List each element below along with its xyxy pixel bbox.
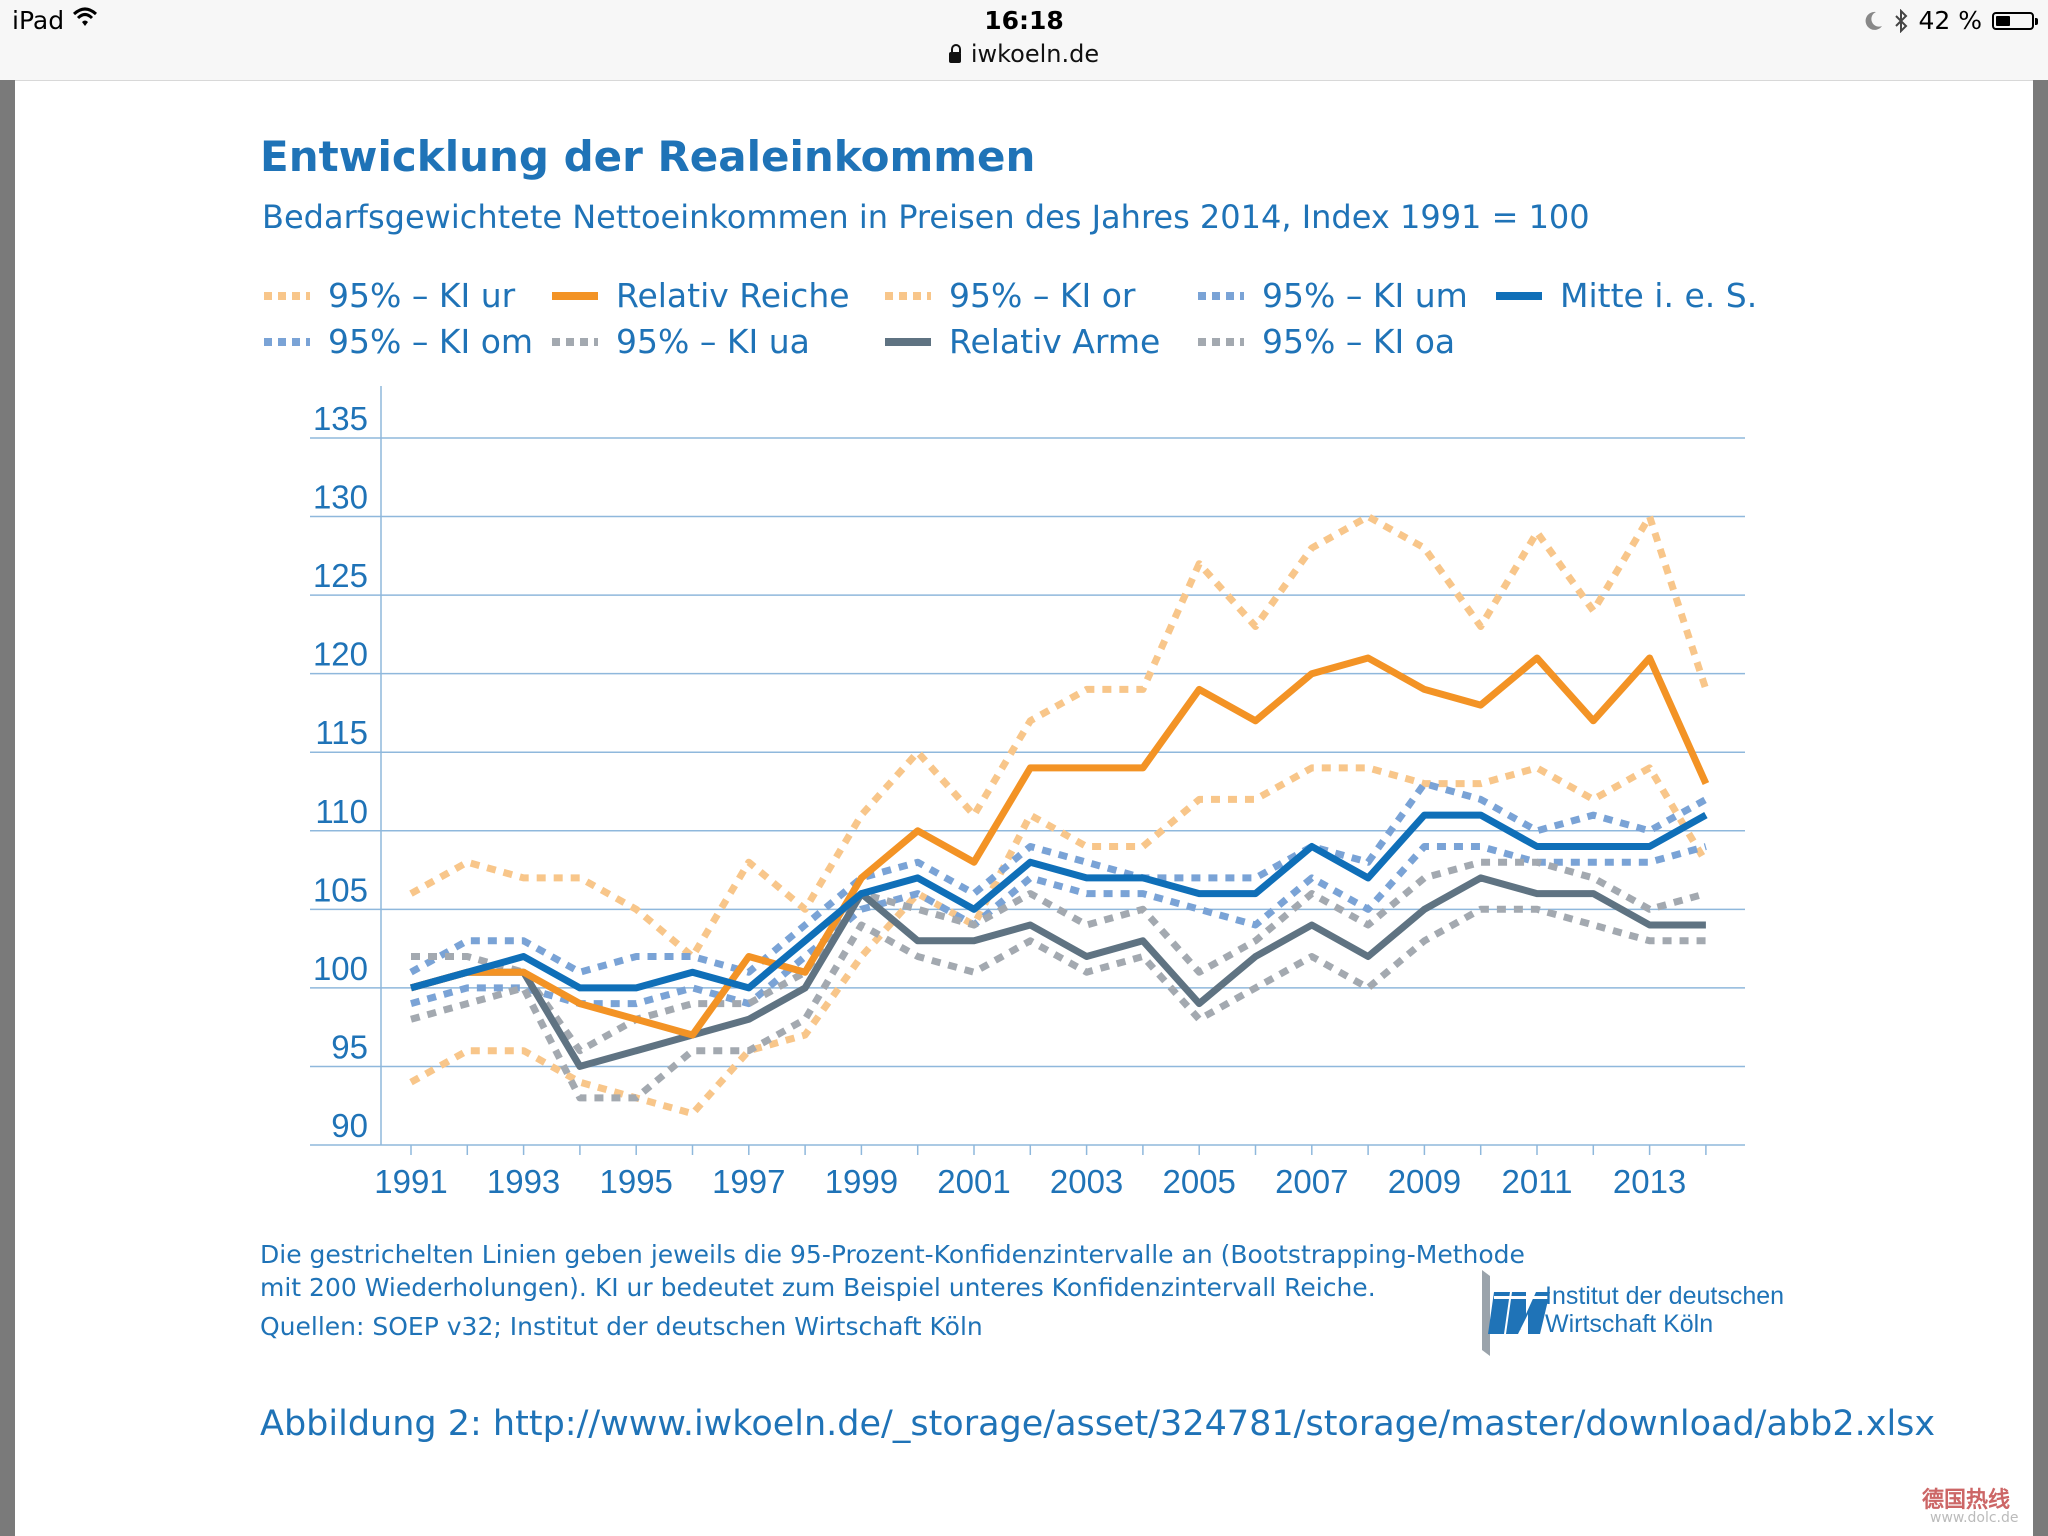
legend-label: Mitte i. e. S.	[1560, 276, 1758, 315]
legend-swatch	[885, 291, 931, 300]
series-line-95-ki-oa	[411, 858, 1707, 1055]
grid	[310, 386, 1745, 1155]
x-tick-label: 2009	[1388, 1163, 1461, 1200]
x-tick-label: 2005	[1162, 1163, 1235, 1200]
legend-swatch	[1198, 291, 1244, 300]
x-tick-label: 1991	[374, 1163, 447, 1200]
series-line-95-ki-ua	[410, 905, 1706, 1102]
legend-swatch	[264, 291, 310, 300]
bluetooth-icon	[1895, 8, 1908, 33]
left-frame-edge	[0, 80, 15, 1536]
legend-swatch	[1198, 337, 1244, 346]
legend-item: 95% – KI om	[262, 322, 533, 361]
logo-mark-text: iW	[1520, 1329, 1521, 1331]
y-tick-label: 100	[313, 950, 368, 987]
series-line-mitte-i-e-s-	[410, 811, 1708, 992]
x-tick-label: 2003	[1050, 1163, 1123, 1200]
y-tick-label: 105	[313, 871, 368, 908]
chart-subtitle: Bedarfsgewichtete Nettoeinkommen in Prei…	[262, 198, 1590, 236]
x-tick-label: 1997	[712, 1163, 785, 1200]
legend-item: Mitte i. e. S.	[1494, 276, 1757, 315]
battery-icon	[1992, 11, 2038, 30]
y-tick-label: 115	[315, 714, 368, 751]
clock: 16:18	[984, 6, 1064, 35]
legend-label: 95% – KI ur	[328, 276, 516, 315]
y-tick-label: 95	[331, 1028, 368, 1065]
legend-label: 95% – KI om	[328, 322, 534, 361]
legend-item: 95% – KI oa	[1196, 322, 1455, 361]
watermark: 德国热线	[1922, 1488, 2011, 1513]
legend-swatch	[552, 291, 598, 300]
logo-text: Institut der deutschen Wirtschaft Köln	[1545, 1282, 1784, 1338]
lock-icon	[948, 44, 961, 63]
legend-item: 95% – KI ur	[262, 276, 515, 315]
series-line-95-ki-ur	[409, 764, 1709, 1118]
legend-label: 95% – KI or	[949, 276, 1136, 315]
x-tick-label: 1995	[599, 1163, 672, 1200]
right-frame-edge	[2033, 80, 2048, 1536]
wifi-icon	[72, 6, 98, 32]
chart-title: Entwicklung der Realeinkommen	[260, 132, 1036, 181]
x-tick-label: 1993	[487, 1163, 560, 1200]
legend-swatch	[1496, 291, 1542, 300]
y-tick-label: 130	[313, 479, 368, 516]
legend-label: 95% – KI um	[1262, 276, 1468, 315]
legend-item: 95% – KI or	[883, 276, 1135, 315]
legend-label: Relativ Reiche	[616, 276, 850, 315]
legend-swatch	[552, 337, 598, 346]
series-line-95-ki-or	[409, 513, 1710, 960]
series-line-relativ-reiche	[410, 654, 1710, 1039]
legend-item: Relativ Arme	[883, 322, 1160, 361]
footnote-line-2: mit 200 Wiederholungen). KI ur bedeutet …	[260, 1273, 1376, 1302]
series-line-95-ki-um	[410, 843, 1707, 1008]
iw-logo-mark: iW	[1482, 1270, 1550, 1356]
device-name: iPad	[12, 6, 65, 35]
logo-line-2: Wirtschaft Köln	[1545, 1310, 1714, 1338]
legend-item: 95% – KI ua	[550, 322, 810, 361]
status-right: 42 %	[1864, 6, 2038, 35]
watermark-url: www.dolc.de	[1930, 1510, 2019, 1526]
legend-label: 95% – KI oa	[1262, 322, 1456, 361]
x-tick-label: 2013	[1613, 1163, 1686, 1200]
series-lines	[409, 513, 1710, 1118]
footnote-sources: Quellen: SOEP v32; Institut der deutsche…	[260, 1312, 983, 1341]
legend-item: Relativ Reiche	[550, 276, 850, 315]
figure-caption-link[interactable]: Abbildung 2: http://www.iwkoeln.de/_stor…	[260, 1404, 1936, 1444]
battery-percent: 42 %	[1918, 6, 1982, 35]
moon-icon	[1866, 11, 1883, 30]
logo-line-1: Institut der deutschen	[1545, 1282, 1785, 1310]
y-tick-label: 90	[331, 1107, 368, 1144]
legend-swatch	[264, 337, 310, 346]
y-tick-label: 110	[315, 793, 368, 830]
y-tick-label: 125	[313, 557, 368, 594]
status-bar: iPad 16:18 iwkoeln.de 42 %	[0, 0, 2048, 81]
legend-label: 95% – KI ua	[616, 322, 810, 361]
y-tick-label: 120	[313, 636, 368, 673]
series-line-relativ-arme	[410, 874, 1706, 1070]
y-tick-label: 135	[313, 400, 368, 437]
x-tick-label: 2007	[1275, 1163, 1348, 1200]
footnote-line-1: Die gestrichelten Linien geben jeweils d…	[260, 1240, 1525, 1269]
address-bar[interactable]: iwkoeln.de	[0, 40, 2048, 68]
x-tick-label: 2001	[937, 1163, 1010, 1200]
legend-swatch	[885, 337, 931, 346]
legend-label: Relativ Arme	[949, 322, 1161, 361]
legend-item: 95% – KI um	[1196, 276, 1468, 315]
x-tick-label: 2011	[1502, 1163, 1573, 1200]
x-tick-label: 1999	[825, 1163, 898, 1200]
url-text: iwkoeln.de	[970, 40, 1100, 68]
